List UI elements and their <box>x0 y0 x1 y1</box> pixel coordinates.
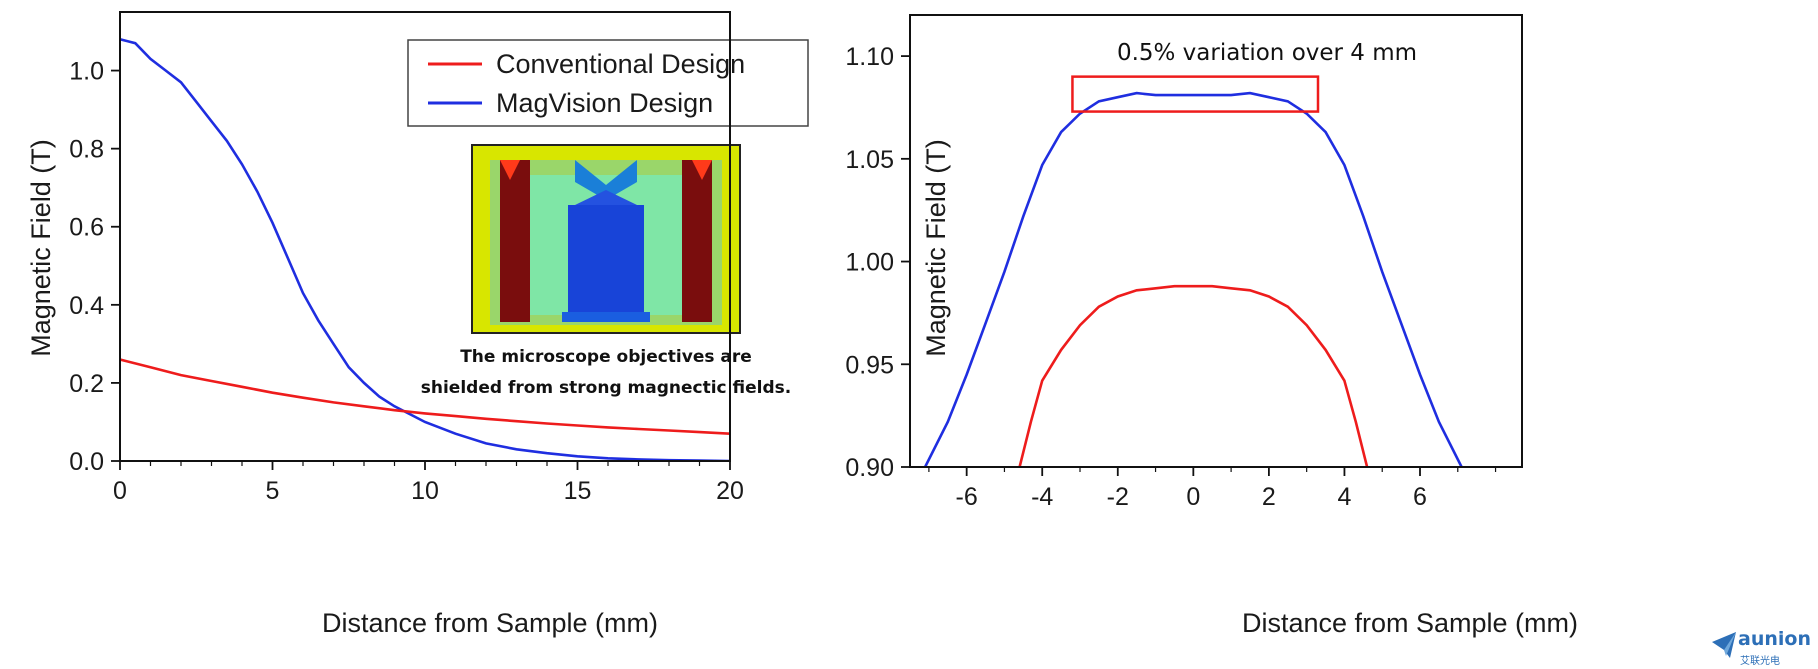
right-x-tick-label: 2 <box>1262 483 1276 511</box>
watermark-name: aunion <box>1738 628 1811 650</box>
right-y-tick-label: 0.95 <box>845 351 894 379</box>
right-x-tick-label: -4 <box>1031 483 1053 511</box>
left-y-tick-label: 0.6 <box>69 214 104 242</box>
right-series-line-1 <box>923 91 1463 467</box>
field-simulation-inset <box>471 144 741 334</box>
left-series-line-conventional-design <box>120 358 730 435</box>
right-x-tick-label: -2 <box>1107 483 1129 511</box>
highlight-box <box>1071 75 1320 113</box>
watermark-subtitle: 艾联光电 <box>1740 656 1780 667</box>
left-y-tick-label: 0.2 <box>69 370 104 398</box>
left-y-tick-label: 0.4 <box>69 292 104 320</box>
legend-label-conventional: Conventional Design <box>496 49 745 79</box>
legend-box <box>407 39 809 127</box>
paper-plane-logo-icon <box>1712 632 1736 658</box>
left-y-tick-label: 1.0 <box>69 58 104 86</box>
left-x-tick-label: 10 <box>411 477 439 505</box>
left-x-tick-label: 0 <box>113 477 127 505</box>
right-x-tick-label: 6 <box>1413 483 1427 511</box>
right-series-line-2 <box>1018 284 1369 467</box>
left-plot-area: The microscope objectives are shielded f… <box>120 38 809 461</box>
right-y-tick-label: 1.05 <box>845 146 894 174</box>
left-y-axis-title: Magnetic Field (T) <box>26 139 56 357</box>
left-y-tick-label: 0.0 <box>69 448 104 476</box>
legend-label-magvision: MagVision Design <box>496 88 713 118</box>
left-x-tick-label: 15 <box>564 477 592 505</box>
right-y-tick-label: 1.00 <box>845 249 894 277</box>
right-x-tick-label: 4 <box>1337 483 1351 511</box>
right-y-tick-label: 0.90 <box>845 454 894 482</box>
left-x-axis-title: Distance from Sample (mm) <box>322 608 658 638</box>
right-plot-frame <box>909 14 1523 468</box>
right-plot-area: 0.5% variation over 4 mm <box>923 40 1463 467</box>
right-chart: 0.5% variation over 4 mm Magnetic Field … <box>921 40 1578 638</box>
left-x-tick-label: 5 <box>266 477 280 505</box>
legend: Conventional Design MagVision Design <box>407 39 809 127</box>
right-y-axis-title: Magnetic Field (T) <box>921 139 951 357</box>
inset-caption-line-1: The microscope objectives are <box>460 347 752 367</box>
right-x-tick-label: -6 <box>956 483 978 511</box>
left-series-line-magvision-design <box>120 38 730 461</box>
right-y-tick-label: 1.10 <box>845 43 894 71</box>
inset-caption-line-2: shielded from strong magnectic fields. <box>421 378 792 398</box>
right-x-tick-label: 0 <box>1186 483 1200 511</box>
right-x-axis-title: Distance from Sample (mm) <box>1242 608 1578 638</box>
left-x-tick-label: 20 <box>716 477 744 505</box>
left-chart: The microscope objectives are shielded f… <box>26 38 809 638</box>
left-y-tick-label: 0.8 <box>69 136 104 164</box>
variation-annotation: 0.5% variation over 4 mm <box>1117 40 1417 66</box>
